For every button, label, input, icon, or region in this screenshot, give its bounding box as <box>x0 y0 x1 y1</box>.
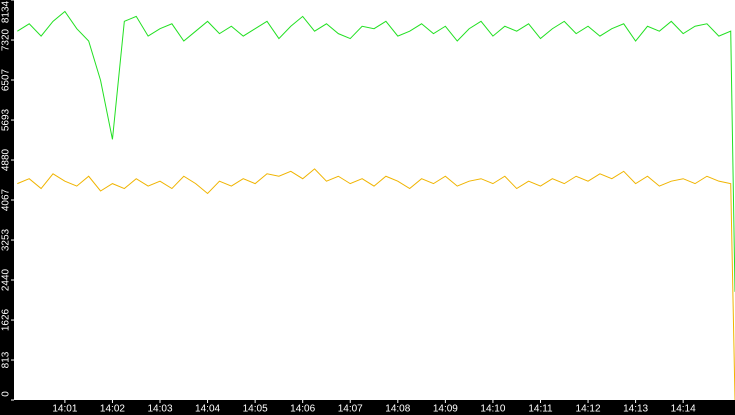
y-tick-label: 8134 <box>1 0 12 23</box>
x-tick-label: 14:06 <box>290 404 315 415</box>
x-tick-label: 14:05 <box>243 404 268 415</box>
x-tick-label: 14:07 <box>338 404 363 415</box>
x-tick-label: 14:01 <box>52 404 77 415</box>
y-tick-label: 7320 <box>1 28 12 51</box>
x-tick-label: 14:03 <box>147 404 172 415</box>
x-tick-label: 14:10 <box>480 404 505 415</box>
x-tick-label: 14:02 <box>100 404 125 415</box>
series-line <box>17 10 735 292</box>
x-tick-label: 14:08 <box>385 404 410 415</box>
y-axis-strip <box>0 0 14 415</box>
series-line <box>17 168 735 401</box>
y-tick-label: 3253 <box>1 228 12 251</box>
y-tick-label: 6507 <box>1 68 12 91</box>
x-tick-label: 14:09 <box>433 404 458 415</box>
x-tick-label: 14:04 <box>195 404 220 415</box>
y-tick-label: 813 <box>1 351 12 368</box>
y-tick-label: 4880 <box>1 148 12 171</box>
x-axis-strip <box>0 400 735 415</box>
x-tick-label: 14:11 <box>528 404 553 415</box>
x-tick-label: 14:14 <box>671 404 696 415</box>
y-tick-label: 0 <box>1 391 12 397</box>
y-tick-label: 2440 <box>1 268 12 291</box>
y-tick-label: 1626 <box>1 308 12 331</box>
x-tick-label: 14:13 <box>623 404 648 415</box>
y-tick-label: 4067 <box>1 188 12 211</box>
y-tick-label: 5693 <box>1 108 12 131</box>
x-tick-label: 14:12 <box>576 404 601 415</box>
